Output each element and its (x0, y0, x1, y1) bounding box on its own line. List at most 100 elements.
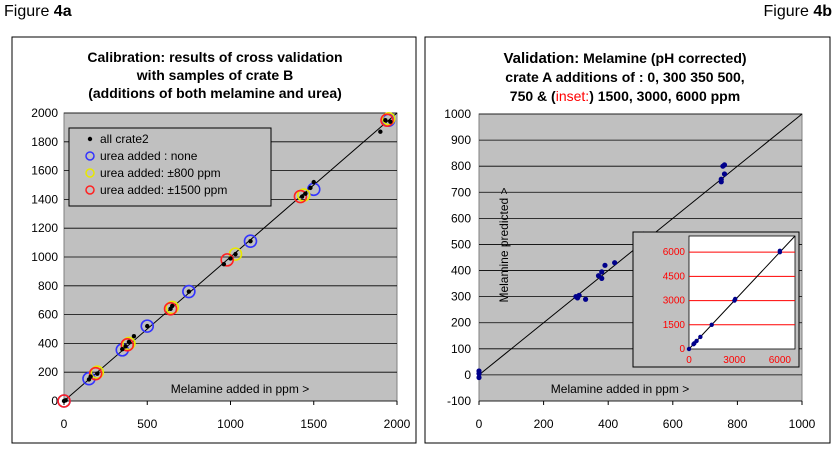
chart-b-point (612, 260, 618, 266)
chart-a-legend-circle (85, 151, 95, 161)
chart-b-point (602, 262, 608, 268)
chart-a-xtick-label: 0 (61, 417, 68, 431)
chart-b-point (599, 269, 605, 275)
figure-4a-label: Figure 4a (4, 3, 72, 20)
chart-a-point-dot (308, 185, 313, 191)
chart-a-legend-box (68, 127, 272, 207)
chart-a-point-circle (120, 338, 135, 352)
chart-b-ytick-label: 100 (451, 342, 471, 356)
chart-b-inset-point (732, 296, 738, 302)
chart-b-xtick-label: 400 (598, 417, 618, 431)
chart-b-inset-point (777, 248, 783, 254)
chart-b-inset-xtick-label: 6000 (769, 355, 792, 366)
chart-a-point-dot (88, 374, 93, 379)
chart-b-inset-xtick-label: 0 (686, 355, 692, 366)
chart-a-xtick-label: 500 (137, 417, 157, 431)
chart-a-xlabel: Melamine added in ppm > (171, 382, 309, 396)
chart-b-point (721, 162, 728, 168)
chart-b-title-red: inset: (556, 88, 589, 104)
chart-b-ytick-label: 500 (451, 237, 471, 251)
chart-b-ylabel: Melamine predicted > (497, 187, 511, 302)
chart-b-inset-point (686, 346, 692, 352)
chart-b-point (721, 171, 728, 177)
chart-a-point-circle (88, 366, 103, 381)
chart-a-ytick-label: 600 (38, 308, 58, 322)
chart-a-ytick-label: 0 (51, 394, 58, 408)
chart-b-ytick-label: 300 (451, 290, 471, 304)
chart-a-point-circle (57, 394, 71, 408)
chart-a-point-circle (182, 284, 196, 299)
chart-b-xtick-label: 200 (534, 417, 554, 431)
chart-a-ytick-label: 2000 (31, 106, 58, 120)
chart-b-point (574, 295, 581, 301)
chart-b-ytick-label: -100 (447, 394, 471, 408)
chart-b-title-bold: Validation: (503, 50, 579, 67)
chart-a-legend-label: all crate2 (100, 132, 149, 146)
chart-a-point-circle (293, 189, 308, 204)
chart-b-xtick-label: 600 (663, 417, 683, 431)
chart-a-legend-label: urea added: ±1500 ppm (100, 183, 227, 197)
chart-b-title-post: ) 1500, 3000, 6000 ppm (589, 88, 740, 104)
chart-a-point-dot (145, 323, 150, 329)
chart-a-ytick-label: 1200 (31, 221, 58, 235)
chart-a-point-circle (122, 336, 136, 351)
chart-a-ytick-label: 1000 (31, 250, 58, 264)
chart-a-point-circle (163, 302, 178, 316)
chart-a-point-circle (381, 111, 396, 126)
chart-b-xtick-label: 1000 (789, 417, 816, 431)
chart-a-legend-circle (85, 185, 95, 195)
chart-a-ytick-label: 1400 (31, 192, 58, 206)
chart-a-ytick-label: 1600 (31, 164, 58, 178)
chart-a-xtick-label: 1500 (300, 417, 327, 431)
chart-a-point-dot (388, 119, 393, 124)
chart-a-legend: all crate2 urea added : none urea added: ±… (68, 127, 272, 207)
chart-a-point-dot (311, 179, 316, 185)
chart-a-ytick-label: 1800 (31, 135, 58, 149)
chart-a-point-dot (228, 256, 233, 261)
chart-a-legend-circle (85, 168, 95, 178)
chart-b-ytick-label: 700 (451, 185, 471, 199)
chart-a-point-circle (220, 253, 234, 267)
chart-b-inset-point (694, 338, 699, 344)
chart-b-point (476, 374, 482, 381)
chart-b-title-line: 750 & (inset:) 1500, 3000, 6000 ppm (510, 88, 740, 104)
chart-a-point-dot (186, 289, 192, 294)
chart-b-inset-point (698, 334, 703, 340)
chart-b-ytick-label: 800 (451, 159, 471, 173)
chart-a-ytick-label: 800 (38, 279, 58, 293)
chart-a-point-dot (299, 194, 305, 199)
chart-b-inset-point (709, 322, 714, 327)
chart-b-inset-xtick-label: 3000 (723, 355, 746, 366)
chart-a-title-line: Calibration: results of cross validation (87, 49, 342, 65)
chart-a-point-dot (95, 371, 100, 376)
chart-a-point-dot (126, 339, 132, 345)
chart-a-point-dot (378, 129, 383, 134)
chart-a-legend-dot (87, 136, 93, 142)
chart-a-legend-label: urea added: ±800 ppm (100, 166, 221, 180)
chart-a-point-dot (383, 118, 388, 123)
chart-a-title-line: (additions of both melamine and urea) (88, 85, 342, 101)
chart-a-point-dot (63, 398, 68, 403)
chart-a-point-dot (120, 346, 125, 352)
chart-b-ytick-label: 1000 (444, 107, 471, 121)
chart-a-point-dot (123, 344, 128, 349)
chart-b-title-rest: Melamine (pH corrected) (579, 50, 746, 66)
chart-b-title-pre: 750 & ( (510, 88, 556, 104)
chart-a-point-circle (380, 113, 394, 127)
chart-a-point-dot (303, 191, 308, 196)
chart-a-ytick-label: 400 (38, 336, 58, 350)
chart-b-inset-ytick-label: 4500 (663, 271, 686, 282)
chart-b-inset-ytick-label: 3000 (663, 296, 686, 307)
chart-b-xtick-label: 800 (727, 417, 747, 431)
chart-a-point-dot (221, 262, 227, 267)
chart-b-point (599, 275, 605, 281)
chart-a-ytick-label: 200 (38, 365, 58, 379)
figure-4b-label: Figure 4b (763, 3, 832, 20)
chart-b-inset-ytick-label: 6000 (663, 247, 686, 258)
chart-a-point-dot (233, 251, 238, 257)
chart-b-xlabel: Melamine added in ppm > (551, 382, 689, 396)
chart-b-ytick-label: 600 (451, 211, 471, 225)
chart-b-inset-reference-line (688, 235, 796, 350)
chart-a-legend-label: urea added : none (100, 149, 198, 163)
